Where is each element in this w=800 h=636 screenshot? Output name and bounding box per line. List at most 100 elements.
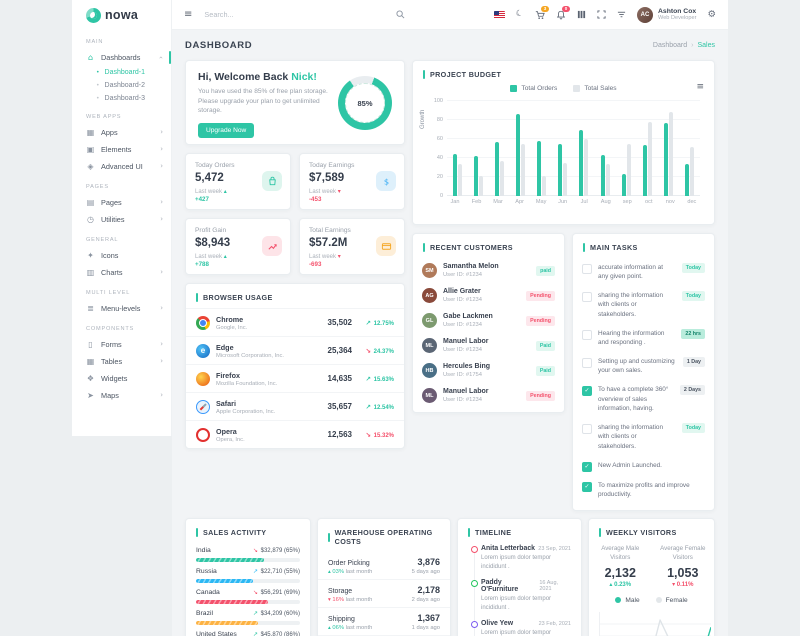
welcome-body: You have used the 85% of free plan stora… [198, 88, 328, 115]
sales-bar[interactable] [563, 162, 568, 196]
card-menu-icon[interactable]: ≡ [696, 82, 704, 92]
notifications-bell-icon[interactable]: 0 [556, 5, 571, 20]
sidebar-item-utilities[interactable]: ◷ Utilities › [72, 211, 171, 228]
orders-bar[interactable] [642, 144, 647, 196]
breadcrumb-sales[interactable]: Sales [697, 42, 715, 49]
sidebar-item-widgets[interactable]: ❖ Widgets [72, 370, 171, 387]
search-icon[interactable] [396, 10, 405, 19]
orders-bar[interactable] [495, 141, 500, 196]
search-input[interactable] [202, 9, 397, 20]
sidebar-item-apps[interactable]: ▦ Apps › [72, 124, 171, 141]
cost-percent: 16% [330, 597, 344, 604]
orders-bar[interactable] [579, 129, 584, 196]
hamburger-icon[interactable]: ≡ [184, 8, 193, 20]
task-checkbox[interactable] [582, 423, 592, 434]
sidebar-item-menu-levels[interactable]: ≣ Menu-levels › [72, 300, 171, 317]
sales-bar[interactable] [626, 143, 631, 196]
orders-bar[interactable] [453, 154, 457, 196]
customer-info: Hercules Bing User ID: #1754 [443, 363, 490, 378]
brand-logo[interactable]: nowa [72, 0, 171, 30]
task-checkbox[interactable]: ✓ [582, 461, 592, 472]
legend-male-label[interactable]: Male [625, 596, 640, 604]
browser-company: Google, Inc. [216, 324, 248, 331]
legend-sales-label[interactable]: Total Sales [584, 85, 617, 92]
sales-row-top: Canada ↘ $56,291 (69%) [196, 589, 300, 596]
orders-bar[interactable] [516, 114, 521, 196]
sidebar-subitem-dashboard-2[interactable]: • Dashboard-2 [72, 79, 171, 92]
sales-bar[interactable] [647, 121, 652, 196]
customer-row-hercules-bing[interactable]: HB Hercules Bing User ID: #1754 Paid [413, 358, 564, 383]
language-flag-icon[interactable] [494, 10, 506, 19]
sales-amount: ↘ $32,879 (65%) [253, 547, 300, 554]
customer-row-gabe-lackmen[interactable]: GL Gabe Lackmen User ID: #1234 Pending [413, 308, 564, 333]
orders-bar[interactable] [684, 163, 689, 196]
browser-info: Firefox Mozilla Foundation, Inc. [216, 371, 277, 387]
accent-bar [599, 528, 601, 538]
task-checkbox[interactable] [582, 263, 592, 274]
chevron-right-icon: › [160, 128, 163, 136]
customer-row-allie-grater[interactable]: AG Allie Grater User ID: #1234 Pending [413, 283, 564, 308]
sidebar-item-pages[interactable]: ▤ Pages › [72, 194, 171, 211]
apps-columns-icon[interactable] [577, 10, 586, 19]
sales-bar[interactable] [605, 163, 610, 196]
orders-bar[interactable] [474, 156, 479, 196]
status-badge: Pending [526, 290, 555, 301]
sales-bar[interactable] [689, 146, 694, 196]
elements-icon: ▣ [86, 144, 95, 154]
caret-down-icon: ▾ [337, 254, 341, 260]
task-checkbox[interactable] [582, 357, 592, 368]
browser-percent: 24.37% [371, 348, 394, 355]
sales-bar[interactable] [668, 112, 673, 196]
sidebar-subitem-dashboard-3[interactable]: • Dashboard-3 [72, 92, 171, 105]
customer-id: User ID: #1234 [443, 296, 482, 303]
task-badge: 22 hrs [681, 328, 705, 339]
breadcrumb-dashboard[interactable]: Dashboard [652, 42, 688, 49]
sidebar-item-tables[interactable]: ▦ Tables › [72, 353, 171, 370]
fullscreen-icon[interactable] [597, 10, 606, 19]
sidebar-item-icons[interactable]: ✦ Icons [72, 247, 171, 264]
upgrade-now-button[interactable]: Upgrade Now [198, 122, 255, 138]
customer-avatar: SM [422, 263, 437, 278]
orders-bar[interactable] [537, 140, 542, 196]
sidebar-item-advanced-ui[interactable]: ◈ Advanced UI › [72, 158, 171, 175]
settings-gear-icon[interactable]: ⚙ [707, 8, 716, 20]
sales-bar[interactable] [479, 176, 484, 196]
browser-percent: 12.54% [371, 404, 394, 411]
sales-bar[interactable] [500, 160, 505, 196]
browser-name: Safari [216, 398, 236, 408]
user-menu[interactable]: AC Ashton Cox Web Developer [637, 6, 696, 23]
dark-mode-moon-icon[interactable]: ☾ [515, 8, 526, 21]
browser-company: Mozilla Foundation, Inc. [216, 380, 278, 387]
sales-bar[interactable] [542, 176, 547, 196]
legend-orders-label[interactable]: Total Orders [521, 85, 558, 92]
sales-bar[interactable] [584, 139, 589, 196]
filter-icon[interactable] [617, 10, 626, 19]
sales-bar[interactable] [458, 163, 462, 196]
sidebar-item-charts[interactable]: ▥ Charts › [72, 264, 171, 281]
sidebar-item-dashboards[interactable]: ⌂ Dashboards › [72, 49, 171, 66]
customer-row-manuel-labor[interactable]: ML Manuel Labor User ID: #1234 Pending [413, 383, 564, 408]
orders-bar[interactable] [558, 143, 563, 196]
welcome-title: Hi, Welcome Back Nick! [198, 71, 317, 83]
customer-row-manuel-labor[interactable]: ML Manuel Labor User ID: #1234 Paid [413, 333, 564, 358]
task-checkbox[interactable] [582, 291, 592, 302]
orders-bar[interactable] [621, 174, 626, 196]
sales-bar[interactable] [521, 143, 526, 196]
task-checkbox[interactable]: ✓ [582, 385, 592, 396]
legend-female-label[interactable]: Female [665, 596, 688, 604]
sidebar-item-forms[interactable]: ▯ Forms › [72, 336, 171, 353]
bullet-icon: • [96, 81, 100, 89]
sidebar-subitem-dashboard-1[interactable]: • Dashboard-1 [72, 66, 171, 79]
sidebar-item-maps[interactable]: ➤ Maps › [72, 387, 171, 404]
gridline [447, 119, 700, 120]
orders-bar[interactable] [600, 155, 605, 196]
orders-bar[interactable] [663, 122, 668, 196]
customer-row-samantha-melon[interactable]: SM Samantha Melon User ID: #1234 paid [413, 258, 564, 283]
cart-icon[interactable]: 3 [535, 5, 550, 20]
page-title: DASHBOARD [185, 40, 253, 51]
sidebar-item-elements[interactable]: ▣ Elements › [72, 141, 171, 158]
x-tick-label: Jun [558, 199, 568, 205]
task-checkbox[interactable] [582, 329, 592, 340]
browser-company: Opera, Inc. [216, 436, 245, 443]
task-checkbox[interactable]: ✓ [582, 481, 592, 492]
